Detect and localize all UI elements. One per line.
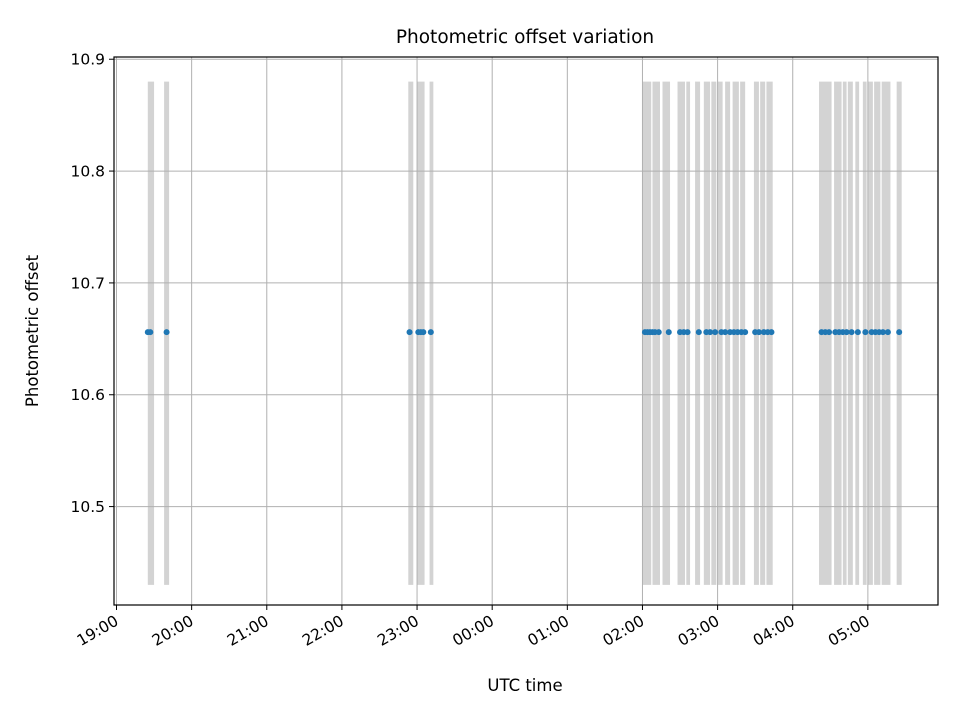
data-point: [768, 329, 775, 336]
data-point: [684, 329, 691, 336]
data-point: [420, 329, 427, 336]
x-axis-label: UTC time: [487, 676, 562, 695]
data-point: [147, 329, 154, 336]
data-point: [655, 329, 662, 336]
data-point: [722, 329, 729, 336]
data-point: [695, 329, 702, 336]
y-axis-label: Photometric offset: [23, 254, 42, 407]
data-point: [406, 329, 413, 336]
data-point: [826, 329, 833, 336]
data-point: [896, 329, 903, 336]
data-point: [843, 329, 850, 336]
y-tick-label: 10.6: [70, 386, 105, 404]
data-point: [755, 329, 762, 336]
data-points: [144, 329, 903, 336]
data-point: [848, 329, 855, 336]
y-tick-label: 10.7: [70, 274, 105, 292]
data-point: [884, 329, 891, 336]
data-point: [742, 329, 749, 336]
data-point: [665, 329, 672, 336]
data-point: [879, 329, 886, 336]
data-point: [427, 329, 434, 336]
chart-title: Photometric offset variation: [396, 27, 654, 48]
y-tick-label: 10.8: [70, 163, 105, 181]
data-point: [854, 329, 861, 336]
data-point: [707, 329, 714, 336]
data-point: [163, 329, 170, 336]
y-tick-label: 10.9: [70, 51, 105, 69]
data-point: [712, 329, 719, 336]
plot-frame: [113, 56, 939, 606]
data-point: [862, 329, 869, 336]
y-tick-label: 10.5: [70, 498, 105, 516]
y-axis: 10.5 10.6 10.7 10.8 10.9: [70, 51, 114, 516]
